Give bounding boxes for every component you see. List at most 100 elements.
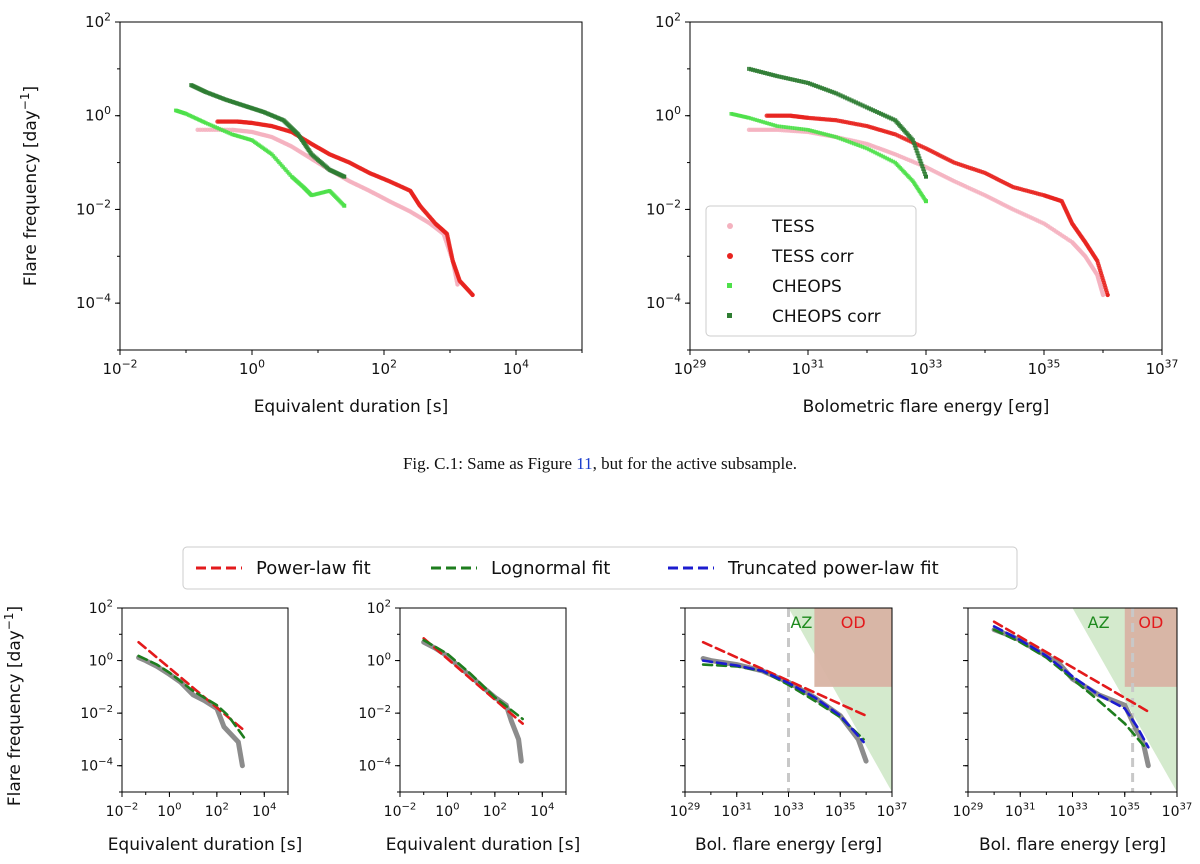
bottom-legend: Power-law fit Lognormal fit Truncated powe… [182,546,1018,590]
data-point [849,98,854,103]
y-tick-label: 10−2 [358,704,391,722]
data-point [858,102,863,107]
data-point [814,83,819,88]
data-point [818,85,823,90]
x-axis-label: Bol. flare energy [erg] [979,835,1166,855]
data-point [911,140,916,145]
data-point [783,76,788,81]
data-point [822,132,826,136]
bottom-legend-box [182,546,1018,590]
data-point [213,125,218,129]
data-point [871,108,876,113]
data-point [803,80,808,85]
legend-marker [727,283,732,288]
x-axis-label: Equivalent duration [s] [108,835,303,855]
data-point [887,115,892,120]
data-point [773,123,777,128]
data-point [867,106,872,111]
data-point [910,138,915,143]
data-point [881,112,886,117]
data-point [797,79,802,84]
x-tick-label: 104 [252,802,276,820]
chart-panel-2: 1029 1031 1033 1035 1037 10−4 10−2 100 102 Bolome… [646,10,1178,417]
series-tess-corr [215,119,475,298]
data-point [455,282,460,287]
series-power-law-fit [992,620,1153,715]
data-point [808,81,813,86]
data-point [824,132,828,137]
az-zone-label: AZ [790,613,812,632]
plot-area [173,83,475,298]
data-point [919,161,924,166]
legend-label: TESS corr [771,247,854,267]
data-point [747,66,751,71]
series-power-law-fit [422,637,524,725]
data-point [808,128,812,133]
data-point [818,131,822,135]
data-point [1100,292,1106,298]
data-point [205,121,210,126]
data-point [786,125,790,130]
data-point [826,133,830,137]
data-point [794,78,799,83]
figure-reference-link[interactable]: 11 [576,454,593,473]
data-point [849,140,854,145]
x-tick-label: 1031 [721,802,752,820]
series-truncated-power-law-fit [992,625,1150,749]
data-point [834,135,838,139]
data-point [881,154,885,159]
series-lognormal-fit [137,654,247,741]
data-point [761,120,765,124]
data-point [790,77,795,82]
data-point [873,150,877,155]
data-point [769,122,773,127]
data-point [840,137,845,142]
data-point [875,110,880,115]
data-point [860,145,865,149]
data-point [790,126,795,130]
legend-label: CHEOPS corr [772,307,881,327]
data-point [860,103,865,108]
data-point [779,75,784,80]
data-point [836,136,841,140]
data-point [779,124,784,129]
x-axis-label: Bol. flare energy [erg] [695,835,882,855]
data-point [211,124,216,129]
data-point [883,113,888,118]
figure-caption: Fig. C.1: Same as Figure 11, but for the… [0,454,1200,474]
series-lognormal-fit [422,638,524,721]
x-axis-label: Bolometric flare energy [erg] [803,397,1050,417]
data-point [920,164,925,169]
data-point [751,67,756,72]
y-tick-label: 10−2 [76,198,111,219]
data-point [204,121,208,125]
series-cheops-corr [189,83,347,179]
data-point [757,119,761,123]
data-point [922,169,927,174]
data-point [799,79,804,84]
data-point [820,131,824,136]
data-point [885,114,890,119]
legend-label: CHEOPS [772,277,842,297]
data-point [889,116,894,121]
chart-panel-6: AZ OD 1029 1031 1033 1035 1037 Bol. flare energ… [953,607,1192,855]
data-point [755,118,759,123]
x-tick-label: 1029 [670,802,701,820]
data-point [851,141,856,146]
data-point [865,105,869,110]
y-tick-label: 100 [367,651,391,669]
data-point [830,89,835,94]
chart-panel-1: 10−2 100 102 104 10−4 10−2 100 102 Equivalent du… [76,10,583,417]
data-point [207,122,212,127]
data-point [858,144,863,148]
y-tick-label: 10−2 [646,198,681,219]
data-point [763,71,768,76]
data-point [820,86,825,91]
y-tick-label: 102 [655,10,681,31]
y-tick-label: 100 [89,651,113,669]
data-point [765,71,770,76]
plot-area [700,608,892,792]
data-point [810,82,815,87]
x-tick-label: 1033 [773,802,804,820]
